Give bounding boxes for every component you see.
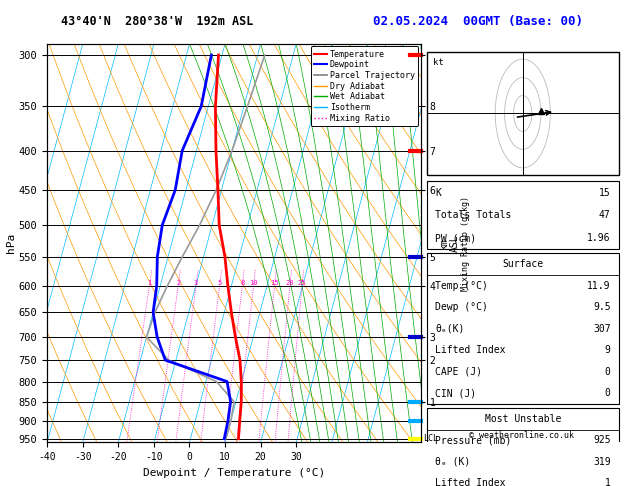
- Text: θₑ (K): θₑ (K): [435, 457, 470, 467]
- Text: 1: 1: [147, 280, 152, 286]
- Text: 8: 8: [240, 280, 245, 286]
- Text: Surface: Surface: [502, 259, 543, 269]
- Text: Lifted Index: Lifted Index: [435, 345, 506, 355]
- Text: PW (cm): PW (cm): [435, 233, 476, 243]
- Text: 9.5: 9.5: [593, 302, 611, 312]
- Text: K: K: [435, 188, 441, 198]
- Text: Totals Totals: Totals Totals: [435, 210, 511, 220]
- Text: 319: 319: [593, 457, 611, 467]
- Legend: Temperature, Dewpoint, Parcel Trajectory, Dry Adiabat, Wet Adiabat, Isotherm, Mi: Temperature, Dewpoint, Parcel Trajectory…: [311, 46, 418, 126]
- Bar: [427, 253, 619, 404]
- Text: 20: 20: [286, 280, 294, 286]
- Text: Temp (°C): Temp (°C): [435, 280, 487, 291]
- Text: 25: 25: [298, 280, 306, 286]
- Text: 307: 307: [593, 324, 611, 334]
- Bar: [427, 408, 619, 486]
- Text: Most Unstable: Most Unstable: [484, 414, 561, 424]
- Text: 0: 0: [604, 367, 611, 377]
- Bar: [427, 52, 619, 175]
- Text: 1.96: 1.96: [587, 233, 611, 243]
- X-axis label: Dewpoint / Temperature (°C): Dewpoint / Temperature (°C): [143, 468, 325, 478]
- Text: 43°40'N  280°38'W  192m ASL: 43°40'N 280°38'W 192m ASL: [61, 16, 253, 28]
- Bar: [427, 181, 619, 249]
- Text: 5: 5: [218, 280, 221, 286]
- Text: 0: 0: [604, 388, 611, 398]
- Text: 47: 47: [599, 210, 611, 220]
- Text: 11.9: 11.9: [587, 280, 611, 291]
- Text: 02.05.2024  00GMT (Base: 00): 02.05.2024 00GMT (Base: 00): [373, 15, 583, 28]
- Text: © weatheronline.co.uk: © weatheronline.co.uk: [469, 431, 574, 440]
- Text: 1: 1: [604, 478, 611, 486]
- Text: 9: 9: [604, 345, 611, 355]
- Text: Dewp (°C): Dewp (°C): [435, 302, 487, 312]
- Text: 10: 10: [249, 280, 258, 286]
- Text: 2: 2: [176, 280, 181, 286]
- Text: CIN (J): CIN (J): [435, 388, 476, 398]
- Text: 15: 15: [270, 280, 279, 286]
- Y-axis label: hPa: hPa: [6, 233, 16, 253]
- Y-axis label: km
ASL: km ASL: [438, 234, 460, 252]
- Text: LCL: LCL: [423, 434, 438, 443]
- Text: 925: 925: [593, 435, 611, 445]
- Text: 3: 3: [194, 280, 198, 286]
- Text: Lifted Index: Lifted Index: [435, 478, 506, 486]
- Text: 15: 15: [599, 188, 611, 198]
- Text: CAPE (J): CAPE (J): [435, 367, 482, 377]
- Text: θₑ(K): θₑ(K): [435, 324, 464, 334]
- Text: kt: kt: [433, 58, 443, 67]
- Text: Mixing Ratio (g/kg): Mixing Ratio (g/kg): [461, 195, 470, 291]
- Text: Pressure (mb): Pressure (mb): [435, 435, 511, 445]
